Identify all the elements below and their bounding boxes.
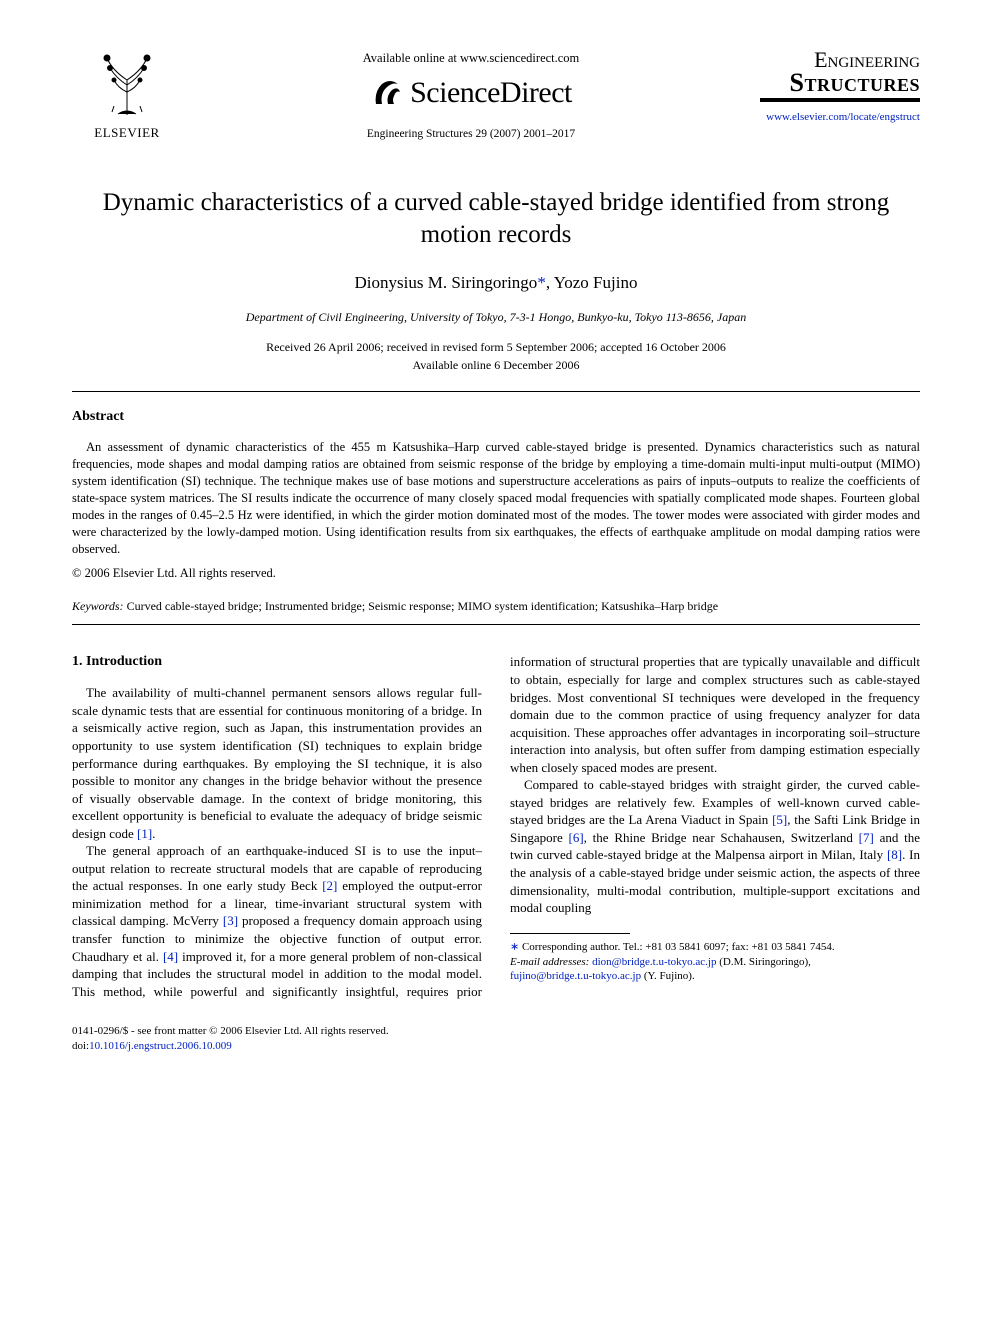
abstract-text: An assessment of dynamic characteristics…: [72, 439, 920, 557]
footer: 0141-0296/$ - see front matter © 2006 El…: [72, 1024, 920, 1054]
intro-p1: The availability of multi-channel perman…: [72, 684, 482, 842]
author-sep: ,: [546, 273, 554, 292]
doi-link[interactable]: 10.1016/j.engstruct.2006.10.009: [89, 1040, 232, 1052]
ref-1-link[interactable]: [1]: [137, 826, 152, 841]
journal-title-block: Engineering Structures www.elsevier.com/…: [760, 50, 920, 124]
dates-online: Available online 6 December 2006: [72, 357, 920, 373]
header: ELSEVIER Available online at www.science…: [72, 50, 920, 143]
intro-p3c: , the Rhine Bridge near Schahausen, Swit…: [584, 830, 859, 845]
intro-p1-text: The availability of multi-channel perman…: [72, 685, 482, 840]
email-1-who: (D.M. Siringoringo),: [716, 956, 810, 968]
author-1: Dionysius M. Siringoringo: [355, 273, 538, 292]
keywords-text: Curved cable-stayed bridge; Instrumented…: [124, 599, 719, 613]
ref-2-link[interactable]: [2]: [322, 878, 337, 893]
dates-received: Received 26 April 2006; received in revi…: [72, 339, 920, 355]
journal-title: Engineering Structures: [760, 50, 920, 102]
email-2-who: (Y. Fujino).: [641, 970, 695, 982]
email-label: E-mail addresses:: [510, 956, 589, 968]
footer-copyright: 0141-0296/$ - see front matter © 2006 El…: [72, 1024, 920, 1039]
intro-heading: 1. Introduction: [72, 653, 482, 672]
ref-6-link[interactable]: [6]: [568, 830, 583, 845]
author-2: Yozo Fujino: [554, 273, 638, 292]
ref-7-link[interactable]: [7]: [859, 830, 874, 845]
footnotes: ∗ Corresponding author. Tel.: +81 03 584…: [510, 940, 920, 985]
corr-author-text: Corresponding author. Tel.: +81 03 5841 …: [522, 941, 835, 953]
sciencedirect-wordmark: ScienceDirect: [410, 73, 572, 114]
journal-reference: Engineering Structures 29 (2007) 2001–20…: [367, 127, 575, 143]
authors: Dionysius M. Siringoringo*, Yozo Fujino: [72, 272, 920, 295]
rule-after-keywords: [72, 624, 920, 625]
available-online-text: Available online at www.sciencedirect.co…: [363, 50, 580, 67]
sciencedirect-logo: ScienceDirect: [370, 73, 572, 114]
corr-author-mark[interactable]: *: [537, 273, 546, 292]
body-columns: 1. Introduction The availability of mult…: [72, 653, 920, 1000]
elsevier-logo-icon: [92, 50, 162, 120]
keywords-line: Keywords: Curved cable-stayed bridge; In…: [72, 598, 920, 614]
abstract-body: An assessment of dynamic characteristics…: [72, 439, 920, 557]
email-1-link[interactable]: dion@bridge.t.u-tokyo.ac.jp: [592, 956, 716, 968]
email-2-link[interactable]: fujino@bridge.t.u-tokyo.ac.jp: [510, 970, 641, 982]
publisher-block: ELSEVIER: [72, 50, 182, 142]
rule-before-abstract: [72, 391, 920, 392]
abstract-copyright: © 2006 Elsevier Ltd. All rights reserved…: [72, 565, 920, 582]
ref-8-link[interactable]: [8]: [887, 847, 902, 862]
ref-3-link[interactable]: [3]: [223, 913, 238, 928]
ref-5-link[interactable]: [5]: [772, 812, 787, 827]
email-footnote: E-mail addresses: dion@bridge.t.u-tokyo.…: [510, 955, 920, 985]
journal-word-structures: Structures: [760, 71, 920, 96]
sciencedirect-block: Available online at www.sciencedirect.co…: [182, 50, 760, 143]
intro-p1-tail: .: [152, 826, 155, 841]
affiliation: Department of Civil Engineering, Univers…: [72, 309, 920, 325]
footnote-separator: [510, 933, 630, 934]
publisher-name: ELSEVIER: [94, 124, 159, 142]
ref-4-link[interactable]: [4]: [163, 949, 178, 964]
journal-url-link[interactable]: www.elsevier.com/locate/engstruct: [760, 110, 920, 125]
doi-label: doi:: [72, 1040, 89, 1052]
footer-doi: doi:10.1016/j.engstruct.2006.10.009: [72, 1039, 920, 1054]
corr-author-footnote: ∗ Corresponding author. Tel.: +81 03 584…: [510, 940, 920, 955]
sciencedirect-icon: [370, 76, 404, 110]
article-title: Dynamic characteristics of a curved cabl…: [72, 187, 920, 252]
keywords-label: Keywords:: [72, 599, 124, 613]
intro-p3: Compared to cable-stayed bridges with st…: [510, 776, 920, 916]
abstract-heading: Abstract: [72, 408, 920, 427]
footnote-star-icon: ∗: [510, 941, 519, 953]
